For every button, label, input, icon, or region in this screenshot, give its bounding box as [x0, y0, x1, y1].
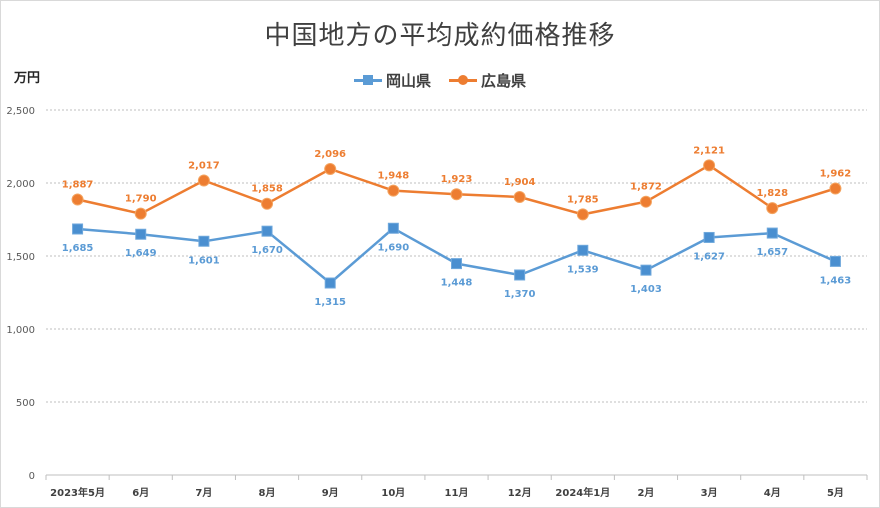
data-label-hiroshima: 1,790 — [125, 194, 157, 205]
data-point-okayama — [72, 223, 84, 235]
x-tick-label: 8月 — [259, 487, 276, 499]
x-tick-label: 2月 — [637, 487, 654, 499]
data-label-okayama: 1,539 — [567, 264, 599, 275]
legend-label-hiroshima: 広島県 — [481, 72, 527, 90]
x-tick-label: 10月 — [381, 487, 405, 499]
data-point-hiroshima — [829, 182, 842, 195]
data-label-hiroshima: 2,121 — [693, 145, 725, 156]
x-tick-label: 2024年1月 — [555, 486, 610, 499]
data-label-okayama: 1,370 — [504, 289, 536, 300]
data-point-hiroshima — [450, 188, 463, 201]
x-tick-label: 2023年5月 — [50, 486, 105, 499]
y-axis-unit-label: 万円 — [14, 71, 41, 86]
legend-entry-okayama: 岡山県 — [353, 70, 431, 91]
data-label-okayama: 1,315 — [314, 297, 346, 308]
data-point-okayama — [324, 277, 336, 289]
data-point-hiroshima — [134, 207, 147, 220]
y-tick-label: 2,000 — [6, 179, 35, 190]
data-point-hiroshima — [639, 195, 652, 208]
data-point-hiroshima — [576, 208, 589, 221]
data-label-hiroshima: 1,923 — [441, 174, 473, 185]
data-label-okayama: 1,670 — [251, 245, 283, 256]
data-label-okayama: 1,685 — [62, 243, 94, 254]
data-point-okayama — [766, 227, 778, 239]
data-point-okayama — [703, 231, 715, 243]
data-point-okayama — [640, 264, 652, 276]
data-point-okayama — [451, 258, 462, 270]
y-tick-label: 1,000 — [6, 325, 35, 336]
data-label-okayama: 1,657 — [756, 247, 788, 258]
legend-line-hiroshima — [449, 75, 477, 85]
data-label-hiroshima: 1,962 — [820, 169, 852, 180]
data-label-okayama: 1,601 — [188, 255, 220, 266]
data-label-hiroshima: 1,887 — [62, 179, 94, 190]
data-label-okayama: 1,690 — [378, 242, 410, 253]
data-label-hiroshima: 1,948 — [378, 171, 410, 182]
data-point-okayama — [577, 244, 589, 256]
data-point-okayama — [387, 222, 399, 234]
data-label-hiroshima: 1,828 — [756, 188, 788, 199]
data-point-hiroshima — [766, 202, 779, 215]
data-label-hiroshima: 1,904 — [504, 177, 536, 188]
y-tick-label: 500 — [16, 398, 35, 409]
y-tick-label: 0 — [29, 471, 35, 482]
data-point-okayama — [514, 269, 526, 281]
legend-square-marker-icon — [362, 75, 373, 85]
x-tick-label: 3月 — [701, 487, 718, 499]
data-point-hiroshima — [387, 184, 400, 197]
x-tick-label: 4月 — [764, 487, 781, 499]
data-label-okayama: 1,627 — [693, 251, 725, 262]
data-label-hiroshima: 1,858 — [251, 184, 283, 195]
data-label-hiroshima: 2,096 — [314, 149, 346, 160]
data-point-okayama — [198, 235, 210, 247]
data-point-hiroshima — [197, 174, 210, 187]
data-point-okayama — [261, 225, 273, 237]
y-tick-label: 1,500 — [6, 252, 35, 263]
data-label-hiroshima: 1,785 — [567, 194, 599, 205]
data-label-hiroshima: 1,872 — [630, 182, 662, 193]
chart-title: 中国地方の平均成約価格推移 — [264, 21, 616, 51]
x-tick-label: 11月 — [445, 487, 469, 499]
y-tick-label: 2,500 — [6, 106, 35, 117]
legend-circle-marker-icon — [458, 75, 468, 85]
data-label-okayama: 1,463 — [820, 275, 852, 286]
data-point-okayama — [829, 255, 841, 267]
legend-line-okayama — [353, 75, 382, 85]
data-label-okayama: 1,448 — [441, 278, 473, 289]
data-point-hiroshima — [324, 162, 337, 175]
data-label-hiroshima: 2,017 — [188, 161, 220, 172]
legend-entry-hiroshima: 広島県 — [449, 70, 526, 91]
x-tick-label: 12月 — [508, 487, 532, 499]
chart-legend: 岡山県 広島県 — [1, 70, 879, 91]
data-point-hiroshima — [261, 197, 274, 210]
x-tick-label: 5月 — [827, 487, 844, 499]
data-label-okayama: 1,649 — [125, 248, 157, 259]
data-point-okayama — [135, 228, 147, 240]
x-tick-label: 6月 — [132, 487, 149, 499]
x-tick-label: 7月 — [195, 487, 212, 499]
data-label-okayama: 1,403 — [630, 284, 662, 295]
legend-label-okayama: 岡山県 — [385, 72, 431, 90]
data-point-hiroshima — [71, 193, 84, 206]
x-tick-label: 9月 — [322, 487, 339, 499]
data-point-hiroshima — [703, 159, 716, 172]
data-point-hiroshima — [513, 191, 526, 204]
